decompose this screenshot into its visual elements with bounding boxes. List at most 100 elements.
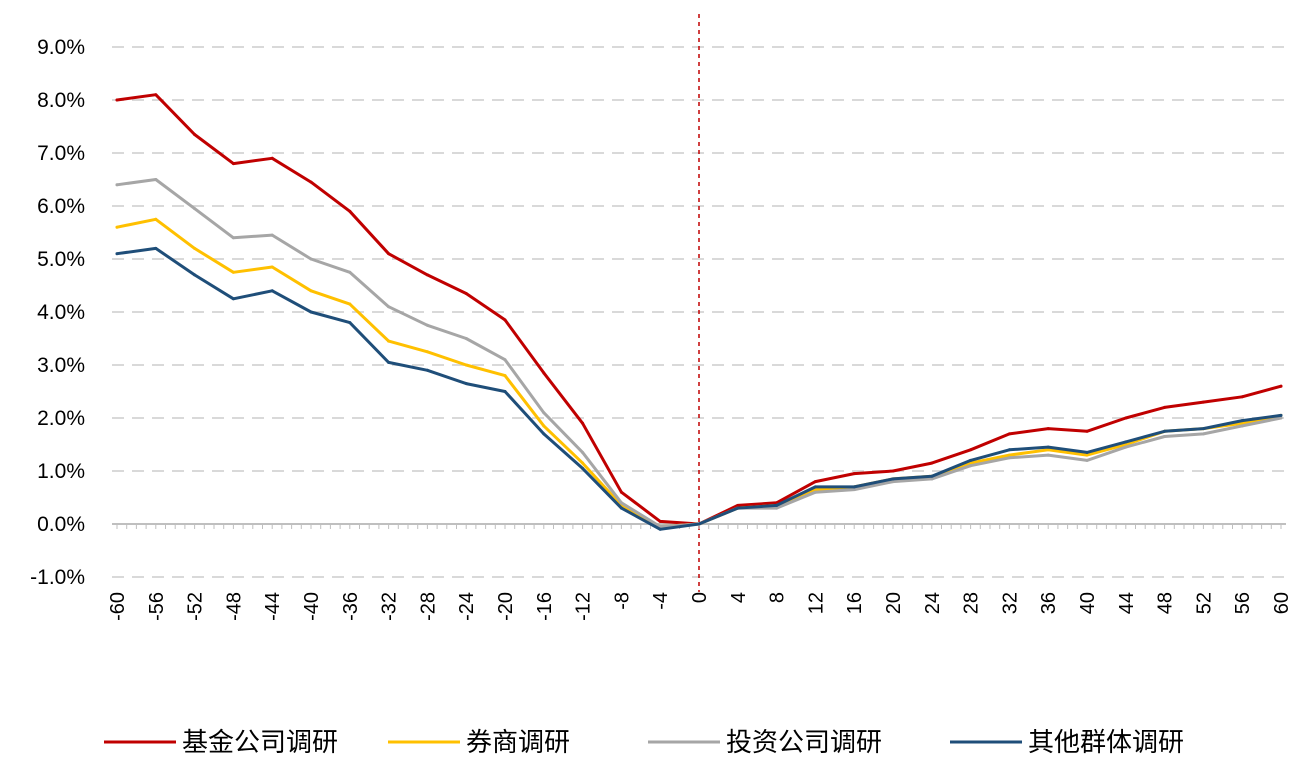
data-point	[115, 98, 119, 102]
data-point	[1201, 432, 1205, 436]
data-point	[1085, 453, 1089, 457]
data-point	[1085, 450, 1089, 454]
data-point	[619, 490, 623, 494]
data-point	[154, 178, 158, 181]
data-point	[891, 477, 895, 481]
x-tick-label: -28	[417, 592, 439, 621]
data-point	[852, 472, 856, 476]
y-tick-label: 9.0%	[37, 36, 85, 59]
x-tick-label: 8	[767, 592, 789, 603]
x-tick-label: 36	[1038, 592, 1060, 614]
data-point	[309, 310, 313, 314]
data-point	[348, 302, 352, 306]
y-axis-ticks: -1.0% 0.0% 1.0% 2.0% 3.0% 4.0% 5.0% 6.0% 7.0% 8.0…	[30, 36, 85, 589]
data-point	[852, 485, 856, 489]
y-tick-label: 8.0%	[37, 89, 85, 112]
y-tick-label: -1.0%	[30, 566, 85, 589]
data-point	[154, 246, 158, 250]
x-tick-label: -56	[146, 592, 168, 621]
data-point	[193, 246, 197, 250]
x-tick-label: 28	[961, 592, 983, 614]
x-tick-label: -48	[223, 592, 245, 621]
x-tick-label: 20	[883, 592, 905, 614]
data-point	[1124, 416, 1128, 420]
data-point	[425, 273, 429, 277]
y-tick-label: 0.0%	[37, 513, 85, 536]
data-point	[348, 270, 352, 274]
data-point	[348, 209, 352, 213]
data-point	[503, 318, 507, 322]
data-point	[1007, 432, 1011, 436]
data-point	[1046, 427, 1050, 431]
data-point	[231, 297, 235, 301]
data-point	[1124, 445, 1128, 449]
data-point	[154, 217, 158, 221]
data-point	[581, 421, 585, 425]
data-point	[270, 289, 274, 293]
data-point	[309, 257, 313, 261]
data-point	[891, 469, 895, 473]
data-point	[1007, 456, 1011, 460]
data-point	[581, 450, 585, 454]
x-tick-label: 16	[844, 592, 866, 614]
data-point	[969, 458, 973, 462]
x-tick-label: 12	[805, 592, 827, 614]
data-point	[1163, 435, 1167, 439]
x-tick-label: 56	[1232, 592, 1254, 614]
data-point	[1279, 413, 1283, 417]
data-point	[969, 448, 973, 452]
y-tick-label: 6.0%	[37, 195, 85, 218]
x-tick-label: 40	[1077, 592, 1099, 614]
data-point	[542, 411, 546, 415]
data-point	[1240, 395, 1244, 399]
x-tick-label: 4	[728, 592, 750, 603]
data-point	[425, 368, 429, 372]
y-tick-label: 3.0%	[37, 354, 85, 377]
x-tick-label: -36	[340, 592, 362, 621]
data-point	[1124, 440, 1128, 444]
data-point	[813, 480, 817, 484]
x-tick-label: -12	[573, 592, 595, 621]
x-tick-label: -24	[456, 592, 478, 621]
data-point	[425, 323, 429, 327]
x-tick-label: -4	[650, 592, 672, 610]
x-tick-label: 48	[1155, 592, 1177, 614]
x-axis-ticks: -60 -56 -52 -48 -44 -40 -36 -32 -28 -24 -20 -16 -12-…	[107, 592, 1293, 621]
data-point	[969, 464, 973, 468]
legend-label: 券商调研	[466, 728, 570, 758]
data-point	[1240, 421, 1244, 425]
data-point	[1046, 445, 1050, 449]
data-point	[193, 273, 197, 277]
data-point	[387, 360, 391, 364]
data-point	[930, 474, 934, 478]
data-point	[231, 270, 235, 274]
x-tick-label: -60	[107, 592, 129, 621]
data-point	[193, 207, 197, 211]
x-tick-label: -52	[185, 592, 207, 621]
legend-label: 基金公司调研	[182, 728, 338, 758]
data-point	[464, 337, 468, 340]
data-point	[1279, 416, 1283, 420]
y-tick-label: 1.0%	[37, 460, 85, 483]
legend-label: 投资公司调研	[726, 728, 882, 758]
data-point	[852, 488, 856, 492]
data-point	[387, 305, 391, 309]
x-tick-label: -8	[611, 592, 633, 610]
data-point	[1007, 453, 1011, 457]
data-point	[697, 522, 701, 526]
data-point	[930, 461, 934, 465]
data-point	[542, 432, 546, 436]
y-tick-label: 4.0%	[37, 301, 85, 324]
data-point	[270, 156, 274, 160]
legend: 基金公司调研 券商调研 投资公司调研 其他群体调研	[104, 728, 1184, 758]
data-point	[775, 503, 779, 507]
data-point	[1240, 424, 1244, 428]
data-point	[1201, 400, 1205, 404]
data-point	[464, 382, 468, 386]
data-point	[1007, 448, 1011, 452]
series-lines	[115, 93, 1283, 531]
data-point	[503, 390, 507, 393]
data-point	[154, 93, 158, 97]
x-tick-label: 0	[689, 592, 711, 603]
